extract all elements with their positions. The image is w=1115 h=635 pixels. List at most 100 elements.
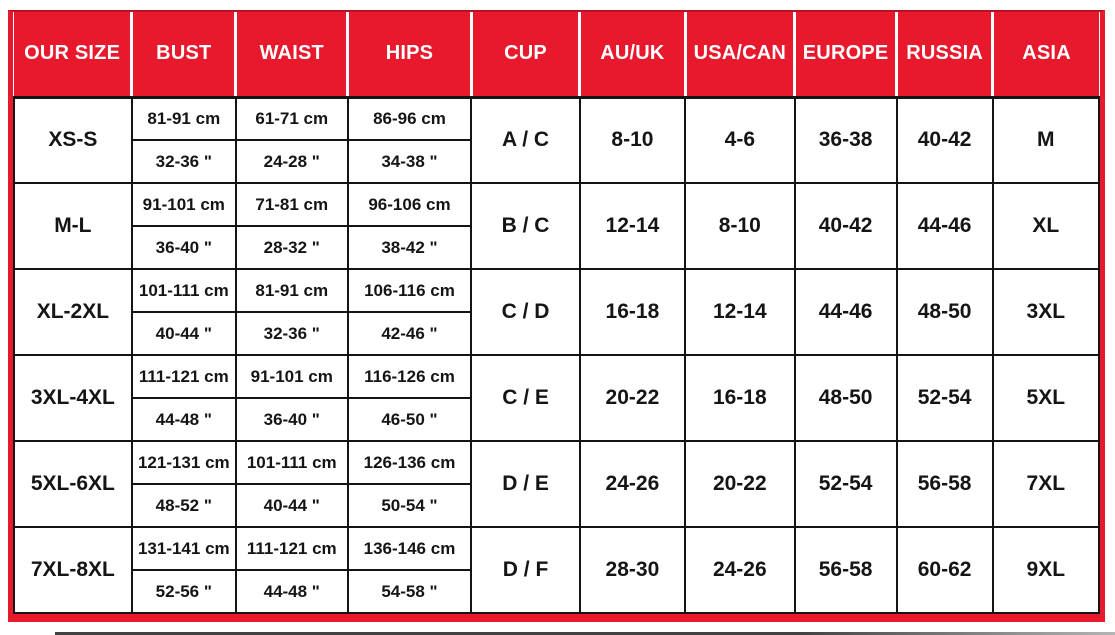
bust-cm-cell: 91-101 cm — [130, 182, 237, 227]
waist-in-cell: 28-32 " — [234, 225, 349, 270]
cup-cell: A / C — [470, 96, 581, 184]
asia-cell: XL — [991, 182, 1101, 270]
waist-in-cell: 36-40 " — [234, 397, 349, 442]
bust-in-cell: 32-36 " — [130, 139, 237, 184]
bust-in-cell: 36-40 " — [130, 225, 237, 270]
table-subrow: 52-56 " 44-48 " 54-58 " — [14, 569, 1099, 614]
cup-cell: D / E — [470, 440, 581, 528]
our-size-cell: XL-2XL — [13, 268, 133, 356]
column-header-cup: CUP — [469, 12, 580, 99]
our-size-cell: 5XL-6XL — [13, 440, 133, 528]
waist-cm-cell: 101-111 cm — [234, 440, 349, 485]
waist-cm-cell: 81-91 cm — [234, 268, 349, 313]
usa-can-cell: 20-22 — [684, 440, 796, 528]
europe-cell: 40-42 — [793, 182, 898, 270]
waist-in-cell: 24-28 " — [234, 139, 349, 184]
hips-in-cell: 50-54 " — [346, 483, 473, 528]
hips-cm-cell: 96-106 cm — [346, 182, 473, 227]
table-subrow: 36-40 " 28-32 " 38-42 " — [14, 225, 1099, 270]
bust-in-cell: 48-52 " — [130, 483, 237, 528]
russia-cell: 44-46 — [895, 182, 994, 270]
table-subrow: 40-44 " 32-36 " 42-46 " — [14, 311, 1099, 356]
usa-can-cell: 12-14 — [684, 268, 796, 356]
russia-cell: 56-58 — [895, 440, 994, 528]
russia-cell: 40-42 — [895, 96, 994, 184]
our-size-cell: 7XL-8XL — [13, 526, 133, 614]
au-uk-cell: 16-18 — [578, 268, 687, 356]
europe-cell: 44-46 — [793, 268, 898, 356]
usa-can-cell: 24-26 — [684, 526, 796, 614]
hips-cm-cell: 126-136 cm — [346, 440, 473, 485]
column-header-au-uk: AU/UK — [578, 12, 686, 99]
column-header-bust: BUST — [130, 12, 236, 99]
waist-in-cell: 32-36 " — [234, 311, 349, 356]
bottom-cutoff-line — [55, 632, 1115, 635]
table-subrow: 44-48 " 36-40 " 46-50 " — [14, 397, 1099, 442]
hips-cm-cell: 136-146 cm — [346, 526, 473, 571]
waist-cm-cell: 91-101 cm — [234, 354, 349, 399]
europe-cell: 36-38 — [793, 96, 898, 184]
header-row: OUR SIZE BUST WAIST HIPS CUP AU/UK USA/CAN EURO… — [14, 12, 1099, 99]
our-size-cell: 3XL-4XL — [13, 354, 133, 442]
au-uk-cell: 20-22 — [578, 354, 687, 442]
asia-cell: 7XL — [991, 440, 1101, 528]
usa-can-cell: 4-6 — [684, 96, 796, 184]
our-size-cell: M-L — [13, 182, 133, 270]
bust-cm-cell: 101-111 cm — [130, 268, 237, 313]
bust-in-cell: 44-48 " — [130, 397, 237, 442]
russia-cell: 60-62 — [895, 526, 994, 614]
russia-cell: 52-54 — [895, 354, 994, 442]
size-chart-frame: OUR SIZE BUST WAIST HIPS CUP AU/UK USA/CAN EURO… — [8, 10, 1105, 622]
europe-cell: 56-58 — [793, 526, 898, 614]
au-uk-cell: 12-14 — [578, 182, 687, 270]
hips-cm-cell: 116-126 cm — [346, 354, 473, 399]
bust-cm-cell: 121-131 cm — [130, 440, 237, 485]
hips-in-cell: 54-58 " — [346, 569, 473, 614]
bust-cm-cell: 81-91 cm — [130, 96, 237, 141]
bust-cm-cell: 111-121 cm — [130, 354, 237, 399]
au-uk-cell: 24-26 — [578, 440, 687, 528]
our-size-cell: XS-S — [13, 96, 133, 184]
column-header-hips: HIPS — [346, 12, 472, 99]
asia-cell: M — [991, 96, 1101, 184]
cup-cell: C / D — [470, 268, 581, 356]
usa-can-cell: 8-10 — [684, 182, 796, 270]
table-row: M-L 91-101 cm 71-81 cm 96-106 cm B / C 12-14 8… — [13, 182, 1101, 270]
size-chart-table: OUR SIZE BUST WAIST HIPS CUP AU/UK USA/CAN EURO… — [13, 12, 1101, 614]
table-row: XS-S 81-91 cm 61-71 cm 86-96 cm A / C 8-10 4-6… — [13, 96, 1101, 184]
cup-cell: B / C — [470, 182, 581, 270]
column-header-russia: RUSSIA — [895, 12, 993, 99]
au-uk-cell: 8-10 — [578, 96, 687, 184]
cup-cell: D / F — [470, 526, 581, 614]
table-subrow: 32-36 " 24-28 " 34-38 " — [14, 139, 1099, 184]
hips-in-cell: 46-50 " — [346, 397, 473, 442]
waist-cm-cell: 111-121 cm — [234, 526, 349, 571]
russia-cell: 48-50 — [895, 268, 994, 356]
column-header-waist: WAIST — [234, 12, 348, 99]
au-uk-cell: 28-30 — [578, 526, 687, 614]
cup-cell: C / E — [470, 354, 581, 442]
hips-in-cell: 34-38 " — [346, 139, 473, 184]
table-body: XS-S 81-91 cm 61-71 cm 86-96 cm A / C 8-10 4-6… — [13, 96, 1101, 614]
column-header-asia: ASIA — [991, 12, 1099, 99]
hips-in-cell: 38-42 " — [346, 225, 473, 270]
asia-cell: 9XL — [991, 526, 1101, 614]
bust-in-cell: 52-56 " — [130, 569, 237, 614]
bust-in-cell: 40-44 " — [130, 311, 237, 356]
europe-cell: 52-54 — [793, 440, 898, 528]
hips-cm-cell: 106-116 cm — [346, 268, 473, 313]
europe-cell: 48-50 — [793, 354, 898, 442]
column-header-usa-can: USA/CAN — [683, 12, 795, 99]
table-row: 3XL-4XL 111-121 cm 91-101 cm 116-126 cm C / … — [13, 354, 1101, 442]
asia-cell: 3XL — [991, 268, 1101, 356]
hips-in-cell: 42-46 " — [346, 311, 473, 356]
table-row: 7XL-8XL 131-141 cm 111-121 cm 136-146 cm D /… — [13, 526, 1101, 614]
table-subrow: 48-52 " 40-44 " 50-54 " — [14, 483, 1099, 528]
column-header-our-size: OUR SIZE — [14, 12, 132, 99]
bust-cm-cell: 131-141 cm — [130, 526, 237, 571]
asia-cell: 5XL — [991, 354, 1101, 442]
usa-can-cell: 16-18 — [684, 354, 796, 442]
waist-cm-cell: 71-81 cm — [234, 182, 349, 227]
